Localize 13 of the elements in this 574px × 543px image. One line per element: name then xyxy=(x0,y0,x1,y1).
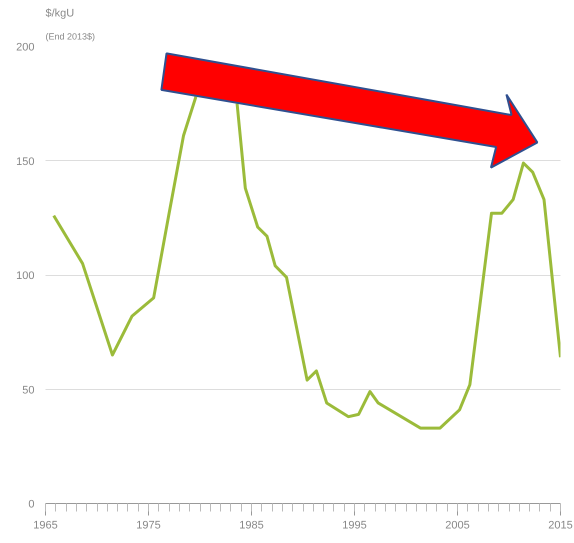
x-tick-label: 1975 xyxy=(136,520,161,532)
y-tick-label: 50 xyxy=(22,384,35,396)
y-tick-label: 150 xyxy=(16,156,35,168)
x-tick-label: 1995 xyxy=(342,520,367,532)
y-tick-label: 100 xyxy=(16,270,35,282)
y-tick-label: 200 xyxy=(16,42,35,54)
y-axis-title: $/kgU xyxy=(46,8,74,20)
y-tick-label: 0 xyxy=(28,498,35,510)
chart-subtitle: (End 2013$) xyxy=(46,32,96,42)
x-tick-label: 1985 xyxy=(239,520,264,532)
x-tick-label: 2005 xyxy=(445,520,470,532)
x-tick-label: 2015 xyxy=(548,520,573,532)
x-tick-label: 1965 xyxy=(33,520,58,532)
